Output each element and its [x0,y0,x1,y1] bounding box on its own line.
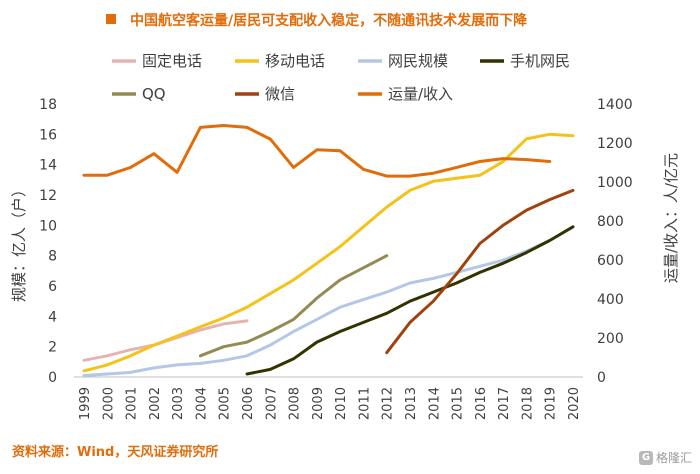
series-line-QQ [198,254,389,358]
x-tick-label: 2006 [241,387,256,420]
x-tick-label: 2017 [497,387,512,420]
legend-label: 手机网民 [510,52,570,70]
legend-label: 运量/收入 [388,85,453,103]
x-tick-label: 2010 [334,387,349,420]
y-left-tick-label: 4 [48,309,57,325]
y-right-tick-label: 800 [597,214,624,230]
y-left-tick-label: 2 [48,340,57,356]
y-right-tick-label: 200 [597,331,624,347]
x-tick-label: 2002 [148,387,163,420]
title-bullet-icon [106,14,116,24]
legend-label: QQ [142,85,166,103]
y-right-tick-label: 400 [597,292,624,308]
x-tick-label: 2009 [311,387,326,420]
x-tick-label: 2004 [194,387,209,420]
legend-item: 网民规模 [358,52,448,70]
legend-label: 网民规模 [388,52,448,70]
series-line-网民规模 [82,225,575,377]
x-tick-label: 2003 [171,387,186,420]
x-tick-label: 2005 [218,387,233,420]
chart-title-text: 中国航空客运量/居民可支配收入稳定，不随通讯技术发展而下降 [130,13,528,29]
legend-label: 微信 [265,85,295,103]
y-left-axis-label: 规模：亿人（户） [10,182,28,302]
x-tick-label: 2012 [381,387,396,420]
x-tick-label: 2011 [357,387,372,420]
x-tick-label: 2014 [427,387,442,420]
legend-item: 移动电话 [235,52,325,70]
y-right-tick-label: 1000 [597,175,633,191]
legend-item: QQ [112,85,166,103]
y-left-tick-label: 10 [39,218,57,234]
x-tick-label: 2015 [451,387,466,420]
chart-title: 中国航空客运量/居民可支配收入稳定，不随通讯技术发展而下降 [106,10,527,30]
legend-item: 微信 [235,85,295,103]
series-line-手机网民 [245,225,575,376]
legend: 固定电话 移动电话 网民规模 手机网民 QQ 微信 运量/收入 [112,52,570,103]
x-tick-label: 2016 [474,387,489,420]
legend-label: 固定电话 [142,52,202,70]
watermark: G 格隆汇 [638,449,692,466]
x-tick-label: 2020 [567,387,582,420]
legend-item: 手机网民 [480,52,570,70]
series-line-微信 [385,188,575,355]
y-right-tick-label: 1200 [597,136,633,152]
y-right-tick-label: 600 [597,253,624,269]
x-tick-label: 2001 [125,387,140,420]
x-tick-label: 2008 [288,387,303,420]
x-tick-label: 2007 [264,387,279,420]
y-left-tick-label: 6 [48,279,57,295]
x-tick-label: 2019 [544,387,559,420]
legend-item: 固定电话 [112,52,202,70]
y-left-tick-label: 12 [39,188,57,204]
y-right-tick-label: 1400 [597,97,633,113]
y-left-tick-label: 8 [48,249,57,265]
source-note: 资料来源：Wind，天风证券研究所 [12,445,219,460]
y-left-tick-label: 14 [39,158,57,174]
plot-area [82,124,575,377]
y-right-axis-label: 运量/收入：人/亿元 [662,153,680,283]
x-tick-label: 2000 [101,387,116,420]
legend-item: 运量/收入 [358,85,453,103]
series-line-运量/收入 [82,124,552,178]
y-left-tick-label: 16 [39,127,57,143]
x-tick-label: 1999 [78,387,93,420]
y-left-tick-label: 0 [48,370,57,386]
series-line-移动电话 [82,132,575,373]
x-tick-label: 2013 [404,387,419,420]
y-left-tick-label: 18 [39,97,57,113]
y-right-tick-label: 0 [597,370,606,386]
x-tick-label: 2018 [520,387,535,420]
watermark-text: 格隆汇 [655,451,692,465]
axes: 0 2 4 6 8 10 12 14 16 18 0 200 400 600 800 1000 1200 1400… [10,97,680,420]
legend-label: 移动电话 [265,52,325,70]
watermark-logo-icon: G [638,450,653,465]
